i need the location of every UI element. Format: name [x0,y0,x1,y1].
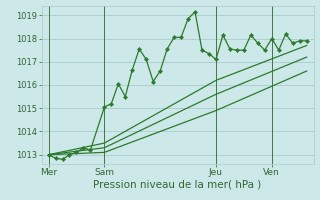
X-axis label: Pression niveau de la mer( hPa ): Pression niveau de la mer( hPa ) [93,180,262,190]
